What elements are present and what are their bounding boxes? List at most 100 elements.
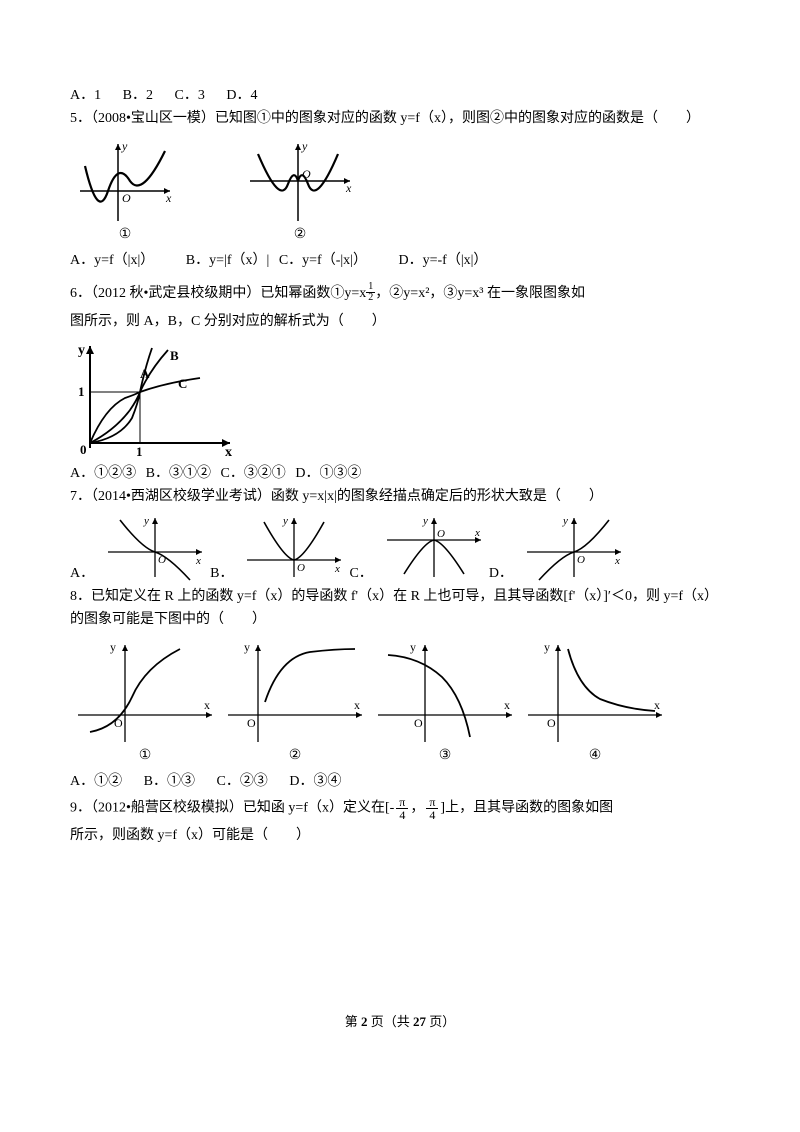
- svg-text:y: y: [121, 139, 128, 153]
- q8-g1: y x O ①: [70, 637, 220, 764]
- q7-c: C． y x O: [349, 512, 488, 582]
- svg-text:y: y: [282, 515, 288, 527]
- q8-graph1-svg: y x O: [70, 637, 220, 747]
- q5-graphs: y x O ① y x O ②: [70, 136, 730, 243]
- q8-opt-c: C．②③: [216, 770, 267, 790]
- q8-g2: y x O ②: [220, 637, 370, 764]
- svg-text:1: 1: [78, 384, 85, 399]
- q6-opt-a: A．①②③: [70, 462, 136, 482]
- q9-stem: 9．（2012•船营区校级模拟）已知函 y=f（x）定义在[-π4，π4]上，且…: [70, 796, 730, 821]
- q7-opt-b: B．: [210, 562, 233, 582]
- svg-text:x: x: [654, 698, 660, 712]
- q6-options: A．①②③ B．③①② C．③②① D．①③②: [70, 462, 730, 482]
- q7-graph-c: y x O: [379, 512, 489, 582]
- svg-text:B: B: [170, 348, 179, 363]
- page-footer: 第 2 页（共 27 页）: [0, 1011, 800, 1030]
- frac-pi4-1: π4: [396, 796, 408, 821]
- svg-text:A: A: [140, 366, 150, 381]
- q6-stem2: 图所示，则 A，B，C 分别对应的解析式为（ ）: [70, 311, 730, 333]
- q6-stem: 6．（2012 秋•武定县校级期中）已知幂函数①y=x12，②y=x²，③y=x…: [70, 283, 730, 307]
- svg-text:O: O: [547, 716, 556, 730]
- q6-graph: y x 0 1 1 A B C: [70, 338, 730, 458]
- q8-graph3-svg: y x O: [370, 637, 520, 747]
- svg-text:y: y: [78, 343, 85, 358]
- q9-stem2: 所示，则函数 y=f（x）可能是（ ）: [70, 825, 730, 847]
- q8-opt-b: B．①③: [144, 770, 195, 790]
- svg-text:y: y: [301, 139, 308, 153]
- svg-text:x: x: [195, 555, 201, 567]
- svg-text:O: O: [414, 716, 423, 730]
- svg-text:y: y: [244, 640, 250, 654]
- q5-opt-a: A．y=f（|x|）: [70, 249, 154, 269]
- svg-text:x: x: [354, 698, 360, 712]
- svg-text:y: y: [544, 640, 550, 654]
- q7-graph-a: y x O: [100, 512, 210, 582]
- q8-stem: 8．已知定义在 R 上的函数 y=f（x）的导函数 f'（x）在 R 上也可导，…: [70, 586, 730, 631]
- svg-text:y: y: [422, 515, 428, 527]
- q8-opt-a: A．①②: [70, 770, 122, 790]
- q8-options: A．①② B．①③ C．②③ D．③④: [70, 770, 730, 790]
- q8-opt-d: D．③④: [289, 770, 341, 790]
- svg-text:y: y: [410, 640, 416, 654]
- svg-text:y: y: [110, 640, 116, 654]
- q5-graph1-label: ①: [70, 226, 180, 243]
- q4-opt-c: C．3: [174, 84, 204, 104]
- svg-text:0: 0: [80, 442, 87, 457]
- q7-opt-c: C．: [349, 562, 372, 582]
- svg-text:x: x: [474, 527, 480, 539]
- q5-graph2-svg: y x O: [240, 136, 360, 226]
- svg-text:x: x: [614, 555, 620, 567]
- svg-text:O: O: [437, 528, 445, 540]
- q7-a: A． y x O: [70, 512, 210, 582]
- q5-graph2: y x O ②: [240, 136, 360, 243]
- svg-text:O: O: [297, 562, 305, 574]
- q7-stem: 7．（2014•西湖区校级学业考试）函数 y=x|x|的图象经描点确定后的形状大…: [70, 486, 730, 508]
- q6-graph-svg: y x 0 1 1 A B C: [70, 338, 240, 458]
- frac-pi4-2: π4: [426, 796, 438, 821]
- q5-stem: 5．（2008•宝山区一模）已知图①中的图象对应的函数 y=f（x），则图②中的…: [70, 108, 730, 130]
- svg-text:x: x: [204, 698, 210, 712]
- q5-graph1-svg: y x O: [70, 136, 180, 226]
- svg-text:x: x: [334, 563, 340, 575]
- svg-text:x: x: [345, 181, 352, 195]
- q7-graphs: A． y x O B． y x O: [70, 512, 730, 582]
- q8-graphs: y x O ① y x O ②: [70, 637, 730, 764]
- q5-opt-d: D．y=-f（|x|）: [398, 249, 487, 269]
- q8-label4: ④: [520, 747, 670, 764]
- q4-opt-d: D．4: [226, 84, 257, 104]
- q5-opt-c: C．y=f（-|x|）: [279, 249, 367, 269]
- q8-label3: ③: [370, 747, 520, 764]
- svg-text:x: x: [225, 445, 232, 458]
- q5-options: A．y=f（|x|） B．y=|f（x）| C．y=f（-|x|） D．y=-f…: [70, 249, 730, 269]
- svg-text:C: C: [178, 376, 187, 391]
- q8-graph4-svg: y x O: [520, 637, 670, 747]
- q5-graph1: y x O ①: [70, 136, 180, 243]
- q5-opt-b: B．y=|f（x）|: [186, 249, 270, 269]
- svg-text:y: y: [143, 515, 149, 527]
- q4-opt-b: B．2: [123, 84, 153, 104]
- q7-opt-a: A．: [70, 562, 94, 582]
- svg-text:y: y: [562, 515, 568, 527]
- q6-opt-d: D．①③②: [295, 462, 361, 482]
- svg-text:1: 1: [136, 444, 143, 458]
- q7-b: B． y x O: [210, 512, 349, 582]
- svg-text:x: x: [165, 191, 172, 205]
- q8-g3: y x O ③: [370, 637, 520, 764]
- svg-text:x: x: [504, 698, 510, 712]
- q7-graph-b: y x O: [239, 512, 349, 582]
- q7-opt-d: D．: [489, 562, 513, 582]
- page: A．1 B．2 C．3 D．4 5．（2008•宝山区一模）已知图①中的图象对应…: [0, 0, 800, 1050]
- q7-d: D． y x O: [489, 512, 629, 582]
- q5-graph2-label: ②: [240, 226, 360, 243]
- exponent-half: 12: [366, 282, 375, 303]
- svg-text:O: O: [577, 554, 585, 566]
- q6-opt-b: B．③①②: [146, 462, 211, 482]
- q4-options: A．1 B．2 C．3 D．4: [70, 84, 730, 104]
- q7-graph-d: y x O: [519, 512, 629, 582]
- q8-label2: ②: [220, 747, 370, 764]
- q4-opt-a: A．1: [70, 84, 101, 104]
- svg-text:O: O: [122, 191, 131, 205]
- q8-graph2-svg: y x O: [220, 637, 370, 747]
- q8-g4: y x O ④: [520, 637, 670, 764]
- q6-opt-c: C．③②①: [220, 462, 285, 482]
